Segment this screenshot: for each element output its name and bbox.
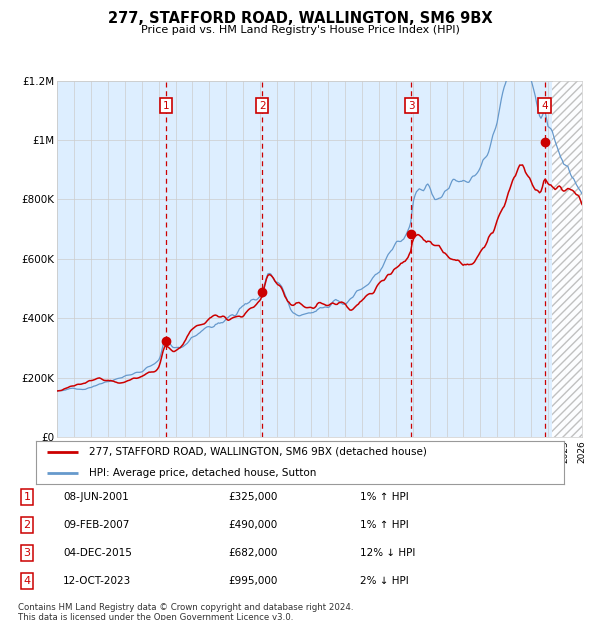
Text: 2: 2 [23, 520, 31, 530]
Text: 277, STAFFORD ROAD, WALLINGTON, SM6 9BX: 277, STAFFORD ROAD, WALLINGTON, SM6 9BX [107, 11, 493, 25]
Text: 4: 4 [23, 576, 31, 586]
Text: 1: 1 [163, 100, 169, 110]
Text: Price paid vs. HM Land Registry's House Price Index (HPI): Price paid vs. HM Land Registry's House … [140, 25, 460, 35]
Text: 04-DEC-2015: 04-DEC-2015 [63, 548, 132, 558]
Text: 08-JUN-2001: 08-JUN-2001 [63, 492, 129, 502]
Text: £995,000: £995,000 [228, 576, 277, 586]
Text: £325,000: £325,000 [228, 492, 277, 502]
Text: 2% ↓ HPI: 2% ↓ HPI [360, 576, 409, 586]
Text: Contains HM Land Registry data © Crown copyright and database right 2024.
This d: Contains HM Land Registry data © Crown c… [18, 603, 353, 620]
Text: 3: 3 [23, 548, 31, 558]
Text: HPI: Average price, detached house, Sutton: HPI: Average price, detached house, Sutt… [89, 468, 316, 478]
Text: 1% ↑ HPI: 1% ↑ HPI [360, 520, 409, 530]
Text: 12% ↓ HPI: 12% ↓ HPI [360, 548, 415, 558]
Text: £682,000: £682,000 [228, 548, 277, 558]
Text: 4: 4 [541, 100, 548, 110]
Text: 12-OCT-2023: 12-OCT-2023 [63, 576, 131, 586]
Text: 3: 3 [408, 100, 415, 110]
Text: 277, STAFFORD ROAD, WALLINGTON, SM6 9BX (detached house): 277, STAFFORD ROAD, WALLINGTON, SM6 9BX … [89, 447, 427, 457]
Text: £490,000: £490,000 [228, 520, 277, 530]
Text: 09-FEB-2007: 09-FEB-2007 [63, 520, 130, 530]
Text: 1% ↑ HPI: 1% ↑ HPI [360, 492, 409, 502]
Bar [553, 81, 582, 437]
Text: 1: 1 [23, 492, 31, 502]
Text: 2: 2 [259, 100, 265, 110]
